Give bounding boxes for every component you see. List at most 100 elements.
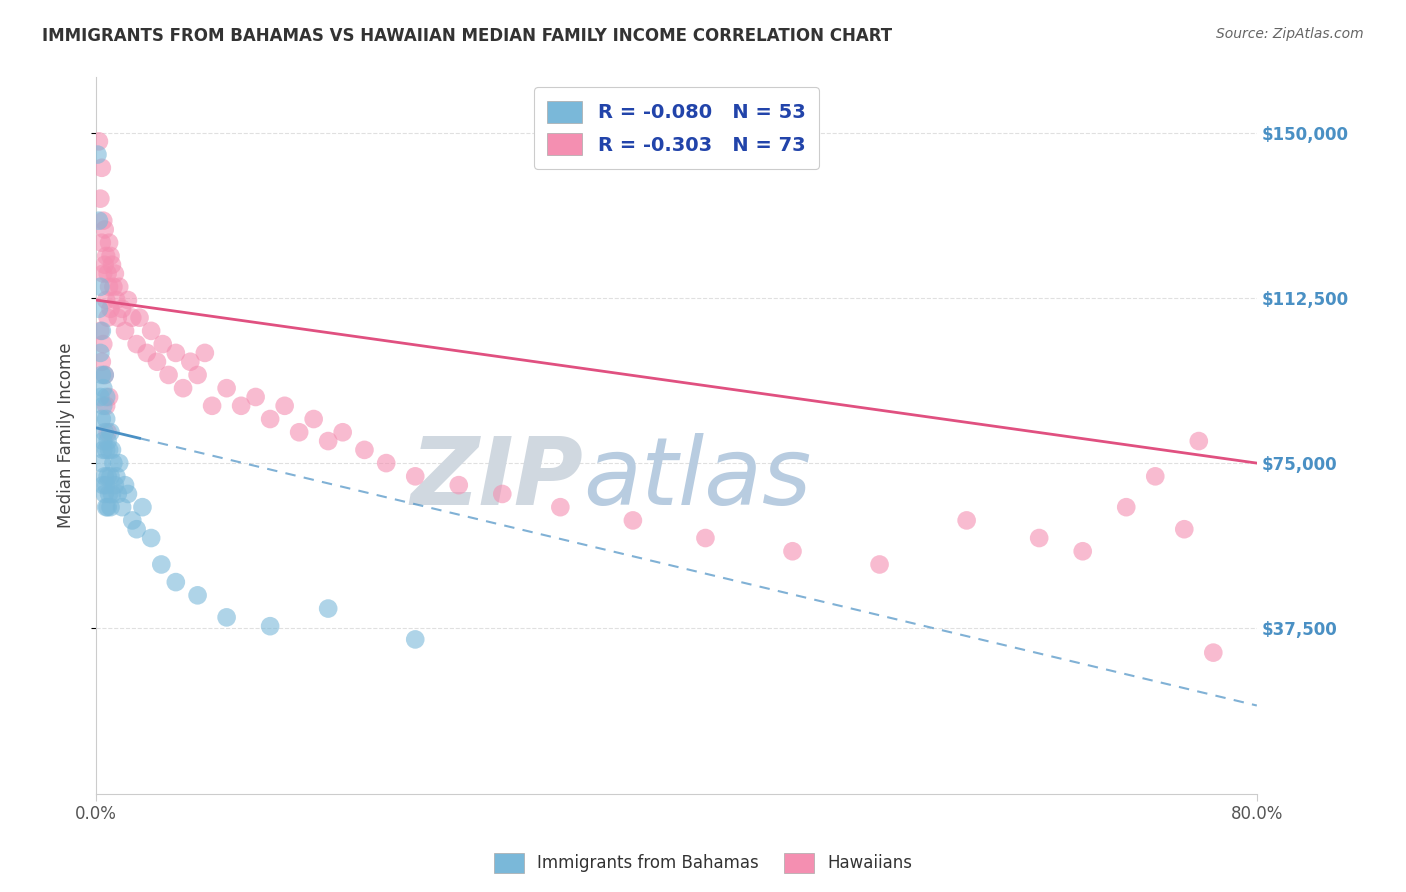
Point xyxy=(245,390,267,404)
Point xyxy=(194,346,217,360)
Point xyxy=(105,469,128,483)
Point xyxy=(97,425,120,440)
Point xyxy=(111,500,134,515)
Point xyxy=(87,213,110,227)
Point xyxy=(93,368,115,382)
Point xyxy=(96,390,118,404)
Point xyxy=(91,381,114,395)
Point xyxy=(108,280,131,294)
Point xyxy=(259,619,281,633)
Point xyxy=(89,280,111,294)
Point xyxy=(90,161,112,175)
Point xyxy=(1071,544,1094,558)
Point xyxy=(104,267,127,281)
Point xyxy=(91,478,114,492)
Point xyxy=(90,368,112,382)
Point xyxy=(1115,500,1137,515)
Point xyxy=(91,337,114,351)
Y-axis label: Median Family Income: Median Family Income xyxy=(58,343,75,528)
Point xyxy=(98,390,121,404)
Point xyxy=(100,469,122,483)
Point xyxy=(87,301,110,316)
Point xyxy=(117,487,139,501)
Point xyxy=(135,346,157,360)
Legend: R = -0.080   N = 53, R = -0.303   N = 73: R = -0.080 N = 53, R = -0.303 N = 73 xyxy=(534,87,820,169)
Point xyxy=(157,368,180,382)
Point xyxy=(146,355,169,369)
Point xyxy=(96,442,118,457)
Point xyxy=(302,412,325,426)
Point xyxy=(108,456,131,470)
Point xyxy=(150,558,173,572)
Point xyxy=(91,442,114,457)
Text: atlas: atlas xyxy=(583,433,811,524)
Point xyxy=(1202,646,1225,660)
Point xyxy=(128,310,150,325)
Point xyxy=(97,267,120,281)
Point xyxy=(316,434,339,448)
Point xyxy=(91,267,114,281)
Point xyxy=(550,500,572,515)
Point xyxy=(97,434,120,448)
Point xyxy=(121,513,143,527)
Point xyxy=(179,355,201,369)
Point xyxy=(288,425,311,440)
Point xyxy=(1144,469,1167,483)
Point xyxy=(89,324,111,338)
Point xyxy=(172,381,194,395)
Point xyxy=(91,213,114,227)
Point xyxy=(90,324,112,338)
Point xyxy=(621,513,644,527)
Point xyxy=(97,310,120,325)
Point xyxy=(259,412,281,426)
Point xyxy=(117,293,139,307)
Point xyxy=(353,442,375,457)
Point xyxy=(201,399,224,413)
Point xyxy=(125,337,148,351)
Point xyxy=(316,601,339,615)
Point xyxy=(90,355,112,369)
Point xyxy=(98,235,121,250)
Point xyxy=(93,222,115,236)
Point xyxy=(107,310,129,325)
Point xyxy=(89,390,111,404)
Point xyxy=(89,346,111,360)
Point xyxy=(96,412,118,426)
Point xyxy=(141,531,163,545)
Point xyxy=(93,258,115,272)
Point xyxy=(96,399,118,413)
Point xyxy=(782,544,804,558)
Point xyxy=(90,235,112,250)
Text: Source: ZipAtlas.com: Source: ZipAtlas.com xyxy=(1216,27,1364,41)
Point xyxy=(97,469,120,483)
Point xyxy=(90,456,112,470)
Point xyxy=(103,280,125,294)
Point xyxy=(404,469,426,483)
Point xyxy=(447,478,470,492)
Point xyxy=(187,588,209,602)
Point xyxy=(273,399,295,413)
Point xyxy=(104,478,127,492)
Point xyxy=(103,456,125,470)
Point xyxy=(105,293,128,307)
Point xyxy=(869,558,891,572)
Legend: Immigrants from Bahamas, Hawaiians: Immigrants from Bahamas, Hawaiians xyxy=(486,847,920,880)
Point xyxy=(111,301,134,316)
Point xyxy=(101,487,124,501)
Point xyxy=(93,368,115,382)
Point xyxy=(1028,531,1050,545)
Point xyxy=(404,632,426,647)
Point xyxy=(215,381,238,395)
Point xyxy=(215,610,238,624)
Point xyxy=(98,487,121,501)
Point xyxy=(91,434,114,448)
Point xyxy=(956,513,979,527)
Point xyxy=(332,425,354,440)
Text: IMMIGRANTS FROM BAHAMAS VS HAWAIIAN MEDIAN FAMILY INCOME CORRELATION CHART: IMMIGRANTS FROM BAHAMAS VS HAWAIIAN MEDI… xyxy=(42,27,893,45)
Point xyxy=(100,425,122,440)
Point xyxy=(125,522,148,536)
Point xyxy=(101,442,124,457)
Point xyxy=(131,500,153,515)
Point xyxy=(100,301,122,316)
Point xyxy=(121,310,143,325)
